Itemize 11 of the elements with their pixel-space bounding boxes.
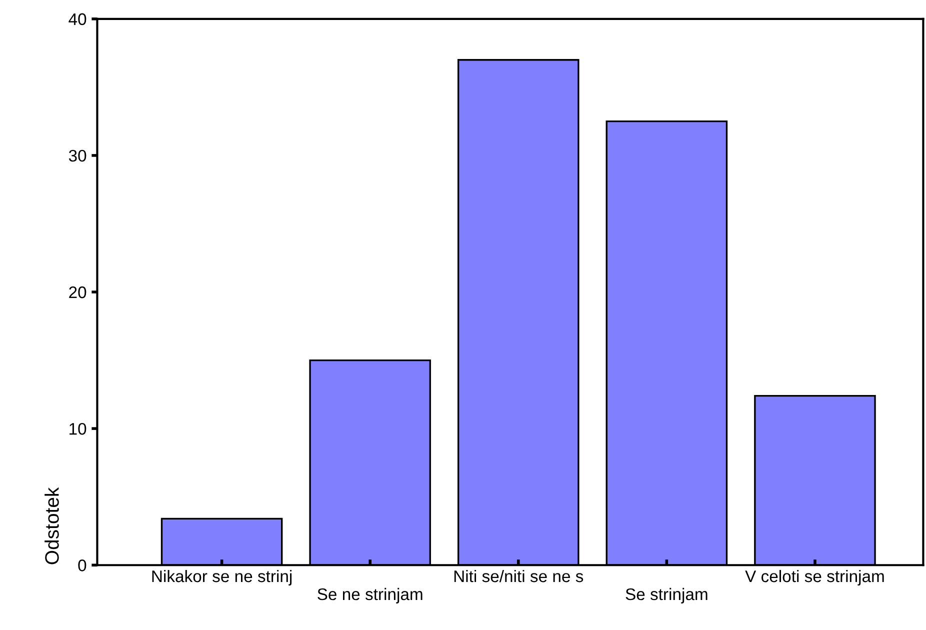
x-tick-label: Nikakor se ne strinj bbox=[152, 570, 292, 586]
x-tick-label: Se ne strinjam bbox=[318, 588, 422, 604]
x-tick-label: V celoti se strinjam bbox=[745, 570, 884, 586]
y-axis-title: Odstotek bbox=[44, 487, 59, 564]
y-tick-label: 30 bbox=[68, 150, 86, 162]
y-tick-label: 10 bbox=[70, 422, 86, 435]
x-tick-label: Se strinjam bbox=[626, 588, 708, 604]
y-tick-label: 40 bbox=[68, 13, 86, 26]
y-tick-label: 20 bbox=[69, 286, 86, 298]
y-tick-label: 0 bbox=[78, 560, 86, 572]
x-tick-label: Niti se/niti se ne s bbox=[454, 570, 584, 582]
